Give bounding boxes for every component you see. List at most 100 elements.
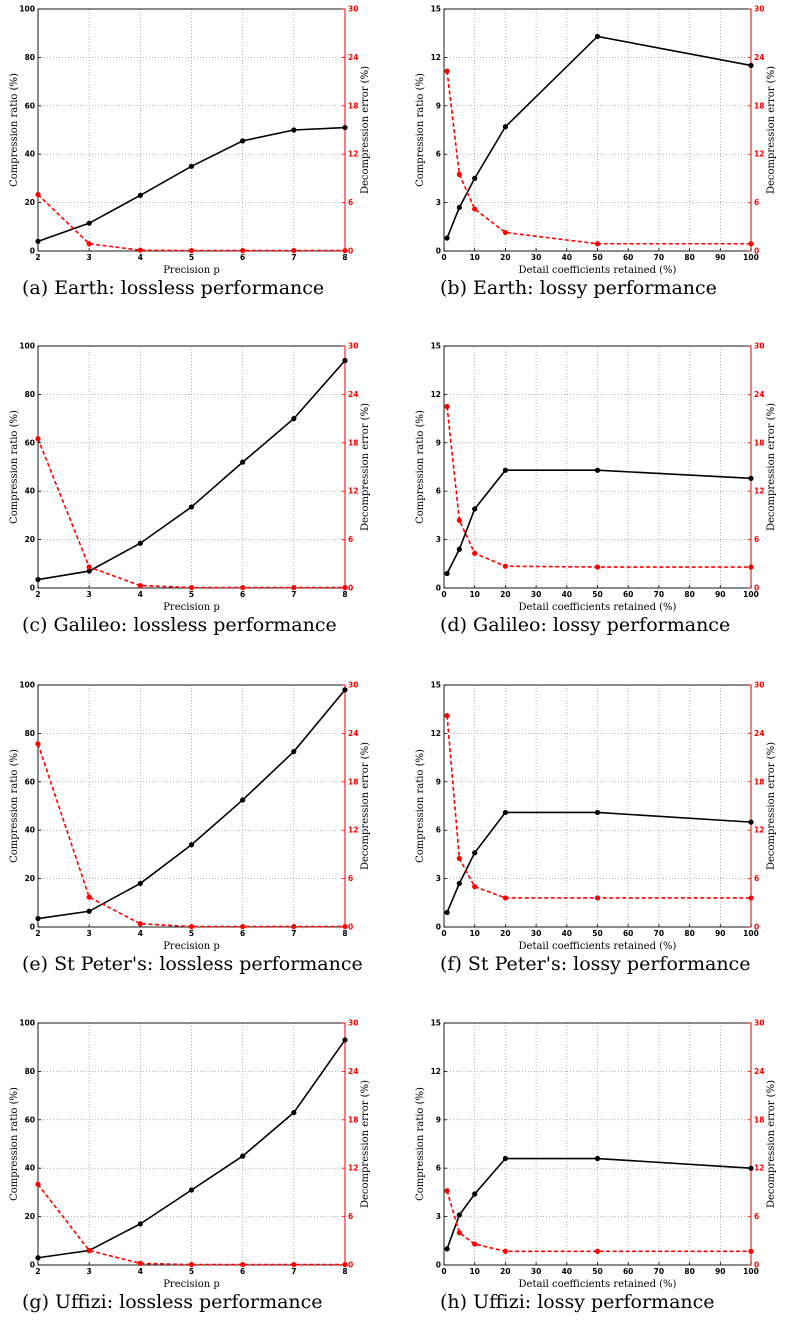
error-data-point [35, 436, 41, 442]
y2-tick-label: 24 [754, 729, 764, 738]
panel-caption: (h) Uffizi: lossy performance [440, 1291, 715, 1313]
ratio-data-point [444, 235, 450, 241]
y-tick-label: 3 [436, 198, 441, 207]
y2-tick-label: 12 [754, 826, 764, 835]
x-tick-label: 0 [441, 253, 446, 262]
y2-tick-label: 6 [754, 198, 759, 207]
ratio-data-point [444, 570, 450, 577]
y-tick-label: 15 [431, 681, 441, 690]
y-tick-label: 60 [25, 101, 35, 110]
error-data-point [444, 1188, 450, 1194]
y2-tick-label: 0 [754, 247, 759, 256]
y2-tick-label: 30 [348, 5, 358, 14]
y-tick-label: 12 [431, 1067, 441, 1076]
error-data-point [456, 171, 462, 177]
error-data-point [472, 884, 478, 890]
x-tick-label: 2 [35, 590, 40, 599]
error-data-point [502, 563, 508, 569]
x-tick-label: 70 [654, 590, 664, 599]
x-tick-label: 60 [623, 929, 633, 938]
error-data-point [342, 584, 348, 591]
ratio-data-point [502, 1155, 508, 1162]
y2-tick-label: 12 [348, 826, 358, 835]
error-data-point [748, 564, 754, 570]
ratio-data-point [594, 809, 601, 816]
x-tick-label: 70 [654, 253, 664, 262]
x-tick-label: 60 [623, 1267, 633, 1276]
x-tick-label: 50 [592, 253, 602, 262]
x-tick-label: 8 [342, 590, 347, 599]
ratio-data-point [291, 748, 297, 755]
y-tick-label: 20 [25, 198, 35, 207]
chart-svg: 0 10 20 30 40 50 60 70 80 90 100036912150612182430… [415, 5, 777, 277]
y2-axis-label: Decompression error (%) [360, 742, 371, 870]
x-tick-label: 50 [592, 1267, 602, 1276]
y2-tick-label: 18 [754, 777, 764, 786]
ratio-data-point [35, 1255, 41, 1261]
y-tick-label: 0 [436, 247, 441, 256]
error-data-point [240, 584, 246, 591]
y-tick-label: 15 [431, 5, 441, 14]
y2-tick-label: 18 [754, 1115, 764, 1124]
x-tick-label: 80 [684, 590, 694, 599]
error-data-point [291, 247, 297, 254]
error-data-point [137, 582, 143, 589]
y-tick-label: 40 [25, 826, 35, 835]
ratio-series-line [37, 1039, 346, 1259]
x-axis-label: Precision p [163, 265, 220, 276]
ratio-data-point [456, 546, 462, 552]
x-tick-label: 7 [291, 590, 296, 599]
ratio-data-point [291, 1109, 297, 1116]
x-tick-label: 90 [715, 1267, 725, 1276]
error-data-point [86, 1247, 92, 1254]
chart-svg: 0 10 20 30 40 50 60 70 80 90 100036912150612182430… [415, 342, 777, 614]
ratio-data-point [188, 842, 195, 848]
y2-tick-label: 30 [754, 5, 764, 14]
y-tick-label: 12 [431, 390, 441, 399]
y-axis-label: Compression ratio (%) [9, 73, 20, 187]
ratio-data-point [502, 124, 508, 130]
error-data-point [240, 1261, 246, 1268]
error-data-point [748, 1248, 754, 1254]
error-data-point [748, 241, 754, 247]
ratio-data-point [594, 33, 601, 40]
x-tick-label: 10 [469, 929, 479, 938]
y2-tick-label: 6 [348, 535, 353, 544]
x-tick-label: 3 [87, 590, 92, 599]
error-data-point [137, 247, 143, 253]
error-data-point [291, 1261, 297, 1268]
y2-tick-label: 12 [754, 150, 764, 159]
y-tick-label: 0 [30, 1261, 35, 1270]
x-tick-label: 2 [35, 929, 40, 938]
x-tick-label: 6 [240, 590, 245, 599]
y-tick-label: 0 [436, 1261, 441, 1270]
x-tick-label: 50 [592, 929, 602, 938]
ratio-data-point [291, 127, 297, 133]
y-tick-label: 0 [30, 923, 35, 932]
panel-caption: (e) St Peter's: lossless performance [22, 953, 363, 975]
x-tick-label: 80 [684, 253, 694, 262]
x-tick-label: 90 [715, 253, 725, 262]
y2-axis-label: Decompression error (%) [766, 66, 777, 194]
x-tick-label: 90 [715, 929, 725, 938]
x-tick-label: 50 [592, 590, 602, 599]
y2-tick-label: 0 [348, 1261, 353, 1270]
ratio-data-point [748, 1165, 754, 1171]
y-tick-label: 3 [436, 874, 441, 883]
error-data-point [594, 895, 601, 901]
x-tick-label: 2 [35, 253, 40, 262]
y-tick-label: 15 [431, 1019, 441, 1028]
y-tick-label: 100 [19, 681, 35, 690]
y2-tick-label: 6 [348, 874, 353, 883]
y2-tick-label: 0 [348, 923, 353, 932]
x-tick-label: 60 [623, 590, 633, 599]
y-tick-label: 0 [30, 247, 35, 256]
ratio-data-point [291, 416, 297, 422]
y2-tick-label: 18 [348, 438, 358, 447]
y-tick-label: 60 [25, 1115, 35, 1124]
ratio-series-line [446, 1157, 752, 1250]
x-tick-label: 30 [531, 1267, 541, 1276]
y-tick-label: 100 [19, 1019, 35, 1028]
y-tick-label: 6 [436, 150, 441, 159]
x-tick-label: 5 [189, 1267, 194, 1276]
